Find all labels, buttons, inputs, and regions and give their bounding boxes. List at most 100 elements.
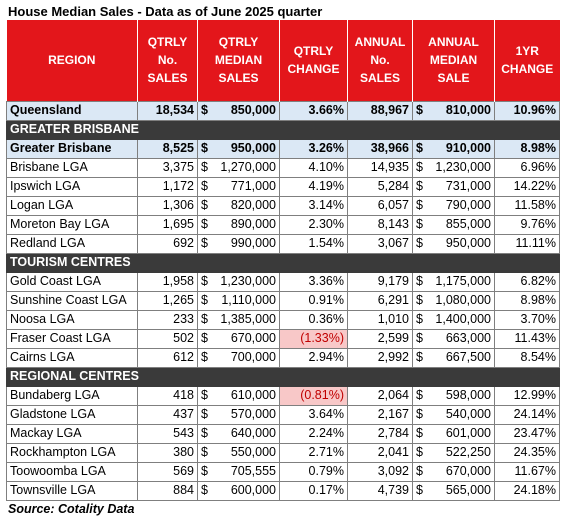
column-header-line: MEDIAN: [429, 53, 478, 68]
qtrly-sales-cell: 692: [137, 233, 198, 254]
amount: 850,000: [230, 103, 276, 117]
currency-symbol: $: [201, 312, 208, 326]
annual-sales-cell: 6,291: [347, 290, 413, 311]
currency-symbol: $: [201, 331, 208, 345]
yr-change-cell: 12.99%: [494, 385, 560, 406]
qtrly-change-cell: 2.24%: [279, 423, 348, 444]
column-header: REGION: [6, 20, 138, 101]
currency-symbol: $: [201, 160, 208, 174]
currency-symbol: $: [201, 198, 208, 212]
annual-sales-cell: 2,599: [347, 328, 413, 349]
table-row: Moreton Bay LGA 1,695 $890,000 2.30% 8,143 $8…: [6, 214, 560, 235]
yr-change-cell: 3.70%: [494, 309, 560, 330]
qtrly-median-cell: $820,000: [197, 195, 280, 216]
qtrly-change-cell: 3.26%: [279, 138, 348, 159]
amount: 705,555: [230, 464, 276, 478]
annual-median-cell: $810,000: [412, 100, 495, 121]
region-cell: Toowoomba LGA: [6, 461, 138, 482]
region-cell: Queensland: [6, 100, 138, 121]
currency-symbol: $: [201, 483, 208, 497]
annual-median-cell: $522,250: [412, 442, 495, 463]
qtrly-median-cell: $1,230,000: [197, 271, 280, 292]
region-cell: Bundaberg LGA: [6, 385, 138, 406]
qtrly-median-cell: $570,000: [197, 404, 280, 425]
column-header-line: REGION: [48, 53, 96, 68]
annual-sales-cell: 14,935: [347, 157, 413, 178]
column-header: ANNUAL No. SALES: [347, 20, 413, 101]
qtrly-change-cell: 0.79%: [279, 461, 348, 482]
annual-median-cell: $601,000: [412, 423, 495, 444]
column-header-line: ANNUAL: [354, 35, 406, 50]
qtrly-change-cell: (1.33%): [279, 328, 348, 349]
qtrly-change-cell: 4.10%: [279, 157, 348, 178]
currency-symbol: $: [416, 141, 423, 155]
qtrly-sales-cell: 884: [137, 480, 198, 501]
annual-median-cell: $731,000: [412, 176, 495, 197]
yr-change-cell: 24.18%: [494, 480, 560, 501]
annual-median-cell: $1,175,000: [412, 271, 495, 292]
currency-symbol: $: [201, 293, 208, 307]
qtrly-change-cell: 2.94%: [279, 347, 348, 368]
amount: 1,080,000: [435, 293, 491, 307]
annual-sales-cell: 6,057: [347, 195, 413, 216]
section-label: REGIONAL CENTRES: [6, 366, 560, 387]
qtrly-sales-cell: 502: [137, 328, 198, 349]
yr-change-cell: 24.35%: [494, 442, 560, 463]
yr-change-cell: 8.54%: [494, 347, 560, 368]
annual-median-cell: $790,000: [412, 195, 495, 216]
annual-sales-cell: 3,092: [347, 461, 413, 482]
column-header-line: QTRLY: [293, 44, 334, 59]
currency-symbol: $: [201, 274, 208, 288]
amount: 540,000: [445, 407, 491, 421]
qtrly-median-cell: $700,000: [197, 347, 280, 368]
qtrly-sales-cell: 612: [137, 347, 198, 368]
annual-sales-cell: 9,179: [347, 271, 413, 292]
qtrly-sales-cell: 543: [137, 423, 198, 444]
annual-sales-cell: 3,067: [347, 233, 413, 254]
header-row: REGION QTRLY No. SALES QTRLY MEDIAN SALES QTRLY…: [6, 20, 560, 101]
qtrly-change-cell: 3.66%: [279, 100, 348, 121]
yr-change-cell: 8.98%: [494, 290, 560, 311]
annual-median-cell: $910,000: [412, 138, 495, 159]
amount: 950,000: [445, 236, 491, 250]
column-header-line: No.: [370, 53, 390, 68]
annual-median-cell: $950,000: [412, 233, 495, 254]
qtrly-median-cell: $1,270,000: [197, 157, 280, 178]
amount: 1,110,000: [221, 293, 276, 307]
qtrly-sales-cell: 18,534: [137, 100, 198, 121]
qtrly-sales-cell: 380: [137, 442, 198, 463]
qtrly-change-cell: 4.19%: [279, 176, 348, 197]
amount: 670,000: [445, 464, 491, 478]
region-cell: Mackay LGA: [6, 423, 138, 444]
region-cell: Gladstone LGA: [6, 404, 138, 425]
currency-symbol: $: [416, 103, 423, 117]
column-header: 1YR CHANGE: [494, 20, 560, 101]
region-cell: Sunshine Coast LGA: [6, 290, 138, 311]
region-cell: Rockhampton LGA: [6, 442, 138, 463]
table-row: Redland LGA 692 $990,000 1.54% 3,067 $950,000…: [6, 233, 560, 254]
section-header-row: GREATER BRISBANE: [6, 119, 560, 140]
region-cell: Moreton Bay LGA: [6, 214, 138, 235]
yr-change-cell: 6.96%: [494, 157, 560, 178]
annual-median-cell: $1,400,000: [412, 309, 495, 330]
annual-sales-cell: 2,041: [347, 442, 413, 463]
amount: 1,230,000: [435, 160, 491, 174]
yr-change-cell: 11.43%: [494, 328, 560, 349]
column-header: QTRLY CHANGE: [279, 20, 348, 101]
amount: 731,000: [445, 179, 491, 193]
qtrly-sales-cell: 233: [137, 309, 198, 330]
currency-symbol: $: [416, 312, 423, 326]
yr-change-cell: 10.96%: [494, 100, 560, 121]
currency-symbol: $: [201, 350, 208, 364]
table-row: Mackay LGA 543 $640,000 2.24% 2,784 $601,000 2…: [6, 423, 560, 444]
qtrly-sales-cell: 1,172: [137, 176, 198, 197]
column-header-line: SALE: [437, 71, 470, 86]
qtrly-sales-cell: 1,695: [137, 214, 198, 235]
source-note: Source: Cotality Data: [8, 501, 135, 516]
yr-change-cell: 24.14%: [494, 404, 560, 425]
amount: 820,000: [230, 198, 276, 212]
column-header: QTRLY MEDIAN SALES: [197, 20, 280, 101]
amount: 1,230,000: [220, 274, 276, 288]
region-cell: Cairns LGA: [6, 347, 138, 368]
column-header-line: SALES: [147, 71, 188, 86]
